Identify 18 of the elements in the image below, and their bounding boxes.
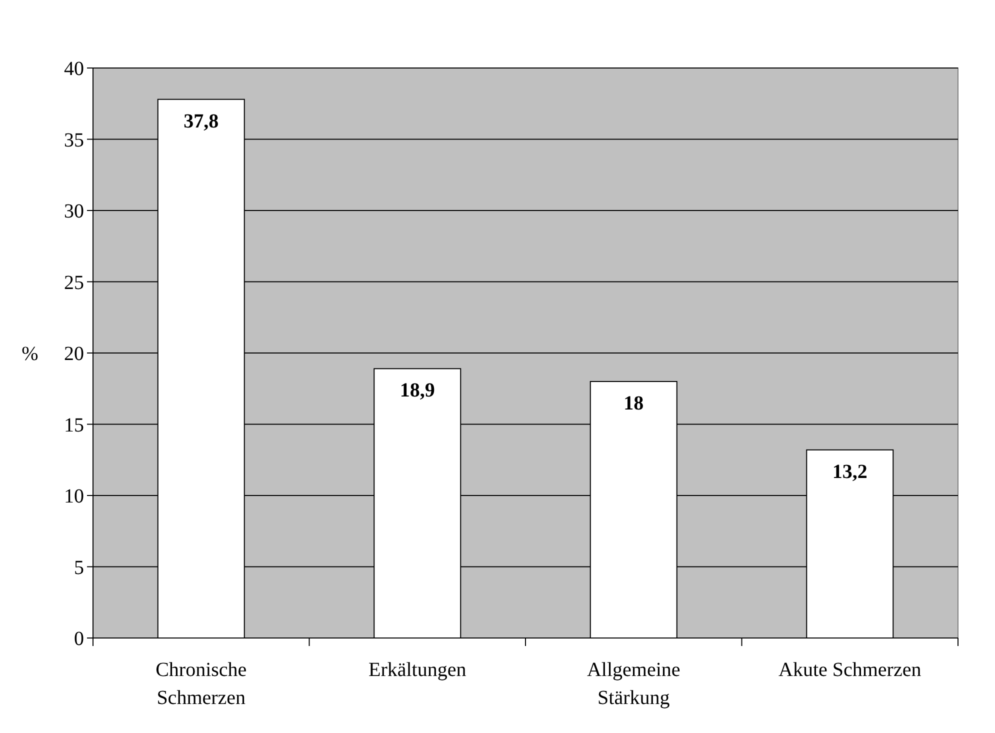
x-tick-label: Allgemeine Stärkung: [586, 659, 680, 709]
y-tick-label: 30: [64, 200, 84, 222]
y-tick-label: 0: [74, 628, 84, 650]
data-label: 13,2: [832, 460, 868, 483]
y-tick-label: 40: [64, 58, 84, 80]
data-label: 18: [624, 392, 644, 414]
y-tick-label: 35: [64, 129, 84, 152]
x-tick-label: Erkältungen: [368, 659, 466, 681]
x-tick-label: Chronische Schmerzen: [156, 659, 247, 709]
y-tick-label: 25: [64, 272, 84, 294]
x-tick-label: Akute Schmerzen: [778, 659, 922, 681]
y-tick-label: 10: [64, 486, 84, 508]
y-tick-label: 20: [64, 343, 84, 365]
data-label: 37,8: [184, 110, 219, 132]
data-label: 18,9: [400, 380, 435, 402]
y-tick-label: 5: [74, 556, 84, 579]
y-tick-label: 15: [64, 414, 84, 436]
y-axis-title: %: [22, 343, 38, 365]
